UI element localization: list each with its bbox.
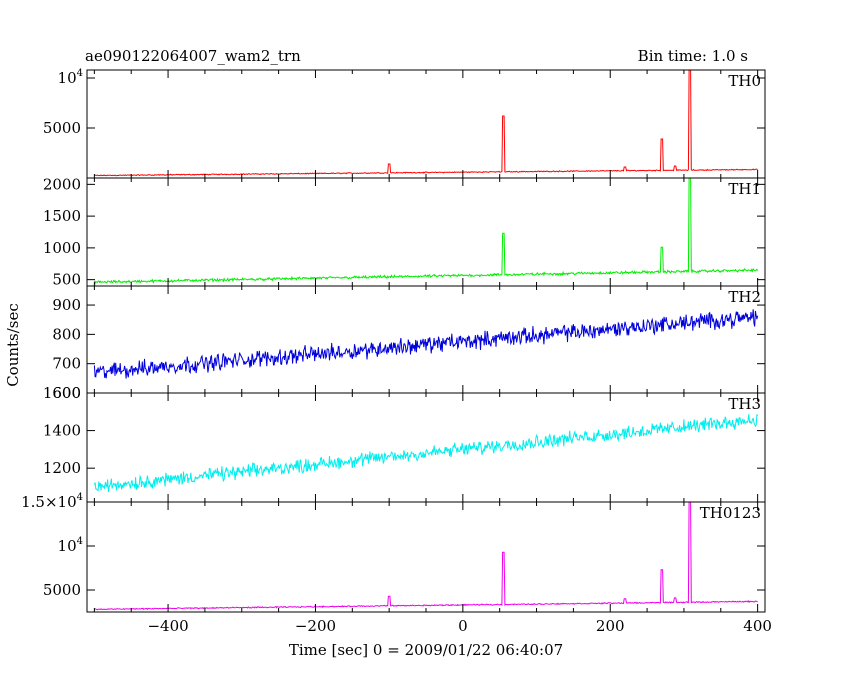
y-tick-label: 2000 [43,175,81,193]
panel-th2: 600 700 800 900 TH2 [52,285,766,402]
panel-label-th0123: TH0123 [700,504,761,522]
y-tick-label: 1000 [43,239,81,257]
series-line-th0 [94,69,758,177]
y-axis-label: Counts/sec [4,303,22,387]
panel-th3: 1200 1400 1600 TH3 [43,384,766,503]
panel-label-th2: TH2 [728,288,761,306]
y-tick-label: 1400 [43,422,81,440]
y-tick-label: 5000 [43,581,81,599]
panel-label-th0: TH0 [728,72,761,90]
y-tick-label: 1500 [43,207,81,225]
x-axis-label: Time [sec] 0 = 2009/01/22 06:40:07 [289,641,563,659]
y-tick-label: 1600 [43,384,81,402]
panel-label-th3: TH3 [728,395,761,413]
series-line-th2 [93,309,759,379]
y-tick-label: 5000 [43,119,81,137]
x-tick-label: 200 [596,617,625,635]
series-line-th0123 [94,501,758,611]
y-tick-label: 104 [58,68,83,87]
y-tick-label: 900 [52,296,81,314]
x-tick-label: 400 [743,617,772,635]
y-tick-label: 500 [52,271,81,289]
y-tick-label: 1200 [43,459,81,477]
y-tick-label: 104 [58,536,83,555]
series-line-th1 [93,177,759,286]
panel-th0: 5000 104 TH0 [43,68,766,179]
chart-title: ae090122064007_wam2_trn [85,47,301,65]
panel-frame [86,285,766,394]
y-tick-label: 600 [52,384,81,402]
series-line-th3 [93,414,759,493]
panel-th1: 500 1000 1500 2000 TH1 [43,175,766,289]
y-tick-label: 700 [52,355,81,373]
panel-th0123: 5000 104 1.5×104 TH0123 −400 −200 0 200 400 [21,492,772,635]
x-tick-label: −200 [295,617,336,635]
y-tick-label: 800 [52,325,81,343]
x-tick-label: −400 [147,617,188,635]
bin-time-label: Bin time: 1.0 s [638,47,748,65]
x-tick-label: 0 [458,617,468,635]
panel-frame [86,392,766,503]
panel-label-th1: TH1 [728,180,761,198]
y-tick-label: 1.5×104 [21,492,83,511]
